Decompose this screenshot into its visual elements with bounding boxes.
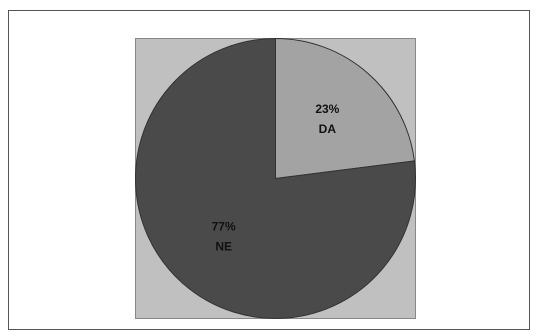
slice-value-label: 77% — [212, 219, 236, 233]
slice-category-label: DA — [319, 122, 337, 136]
pie-slice — [275, 37, 415, 180]
slice-value-label: 23% — [315, 102, 339, 116]
slice-category-label: NE — [215, 239, 232, 253]
pie-slice — [135, 37, 416, 319]
